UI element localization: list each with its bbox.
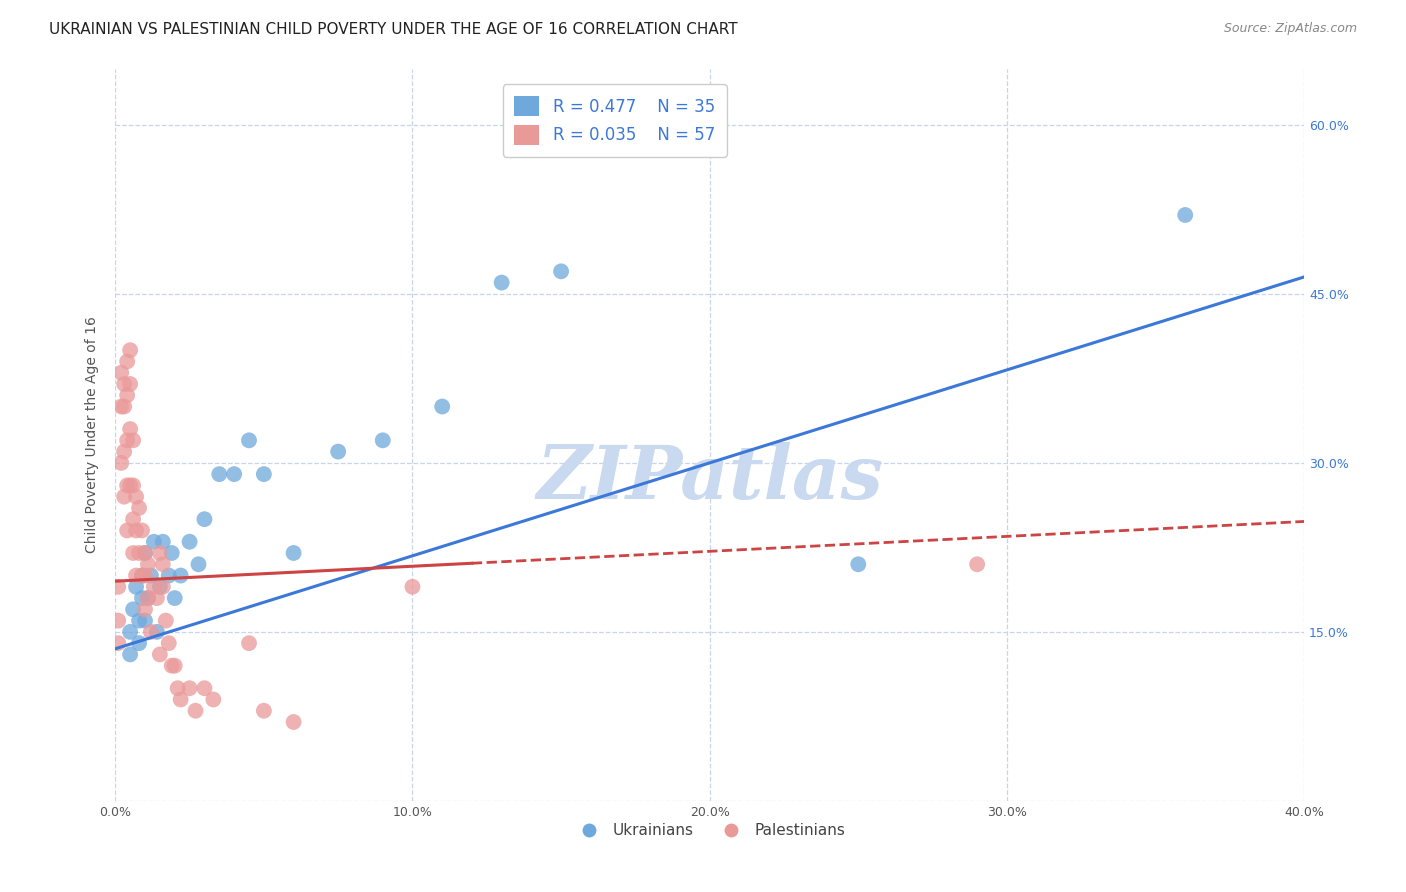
Text: ZIPatlas: ZIPatlas (536, 442, 883, 515)
Point (432, 400, 454, 414)
Point (184, 704, 207, 718)
Point (160, 658, 183, 673)
Point (139, 624, 162, 639)
Point (157, 568, 180, 582)
Point (128, 546, 150, 560)
Point (134, 568, 156, 582)
Point (128, 636, 150, 650)
Point (134, 602, 156, 616)
Point (122, 478, 145, 492)
Point (136, 591, 159, 605)
Point (115, 524, 138, 538)
Point (163, 591, 186, 605)
Point (112, 490, 135, 504)
Point (283, 714, 305, 729)
Point (125, 490, 148, 504)
Point (134, 546, 156, 560)
Point (125, 580, 148, 594)
Point (120, 624, 142, 639)
Point (371, 434, 394, 448)
Point (139, 568, 162, 582)
Point (146, 591, 169, 605)
Point (253, 467, 276, 482)
Point (169, 692, 191, 706)
Point (122, 512, 145, 526)
Point (149, 546, 172, 560)
Point (131, 591, 153, 605)
Point (136, 591, 159, 605)
Point (179, 681, 201, 696)
Point (169, 568, 191, 582)
Point (134, 614, 156, 628)
Point (202, 692, 225, 706)
Point (112, 444, 135, 458)
Point (110, 400, 132, 414)
Point (107, 636, 129, 650)
Text: Source: ZipAtlas.com: Source: ZipAtlas.com (1223, 22, 1357, 36)
Point (149, 648, 172, 662)
Point (163, 658, 186, 673)
Point (149, 580, 172, 594)
Point (115, 354, 138, 368)
Point (157, 636, 180, 650)
Point (120, 343, 142, 358)
Point (846, 558, 869, 572)
Point (131, 568, 153, 582)
Point (283, 546, 305, 560)
Point (146, 624, 169, 639)
Point (107, 614, 129, 628)
Point (125, 568, 148, 582)
Point (152, 580, 174, 594)
Y-axis label: Child Poverty Under the Age of 16: Child Poverty Under the Age of 16 (86, 317, 100, 553)
Point (115, 388, 138, 402)
Point (122, 546, 145, 560)
Point (128, 614, 150, 628)
Point (166, 681, 188, 696)
Point (328, 444, 350, 458)
Point (152, 558, 174, 572)
Point (253, 704, 276, 718)
Point (110, 366, 132, 380)
Point (112, 400, 135, 414)
Point (224, 467, 246, 482)
Point (142, 580, 165, 594)
Point (193, 681, 215, 696)
Point (120, 648, 142, 662)
Point (131, 524, 153, 538)
Point (115, 478, 138, 492)
Point (128, 500, 150, 515)
Point (179, 534, 201, 549)
Legend: Ukrainians, Palestinians: Ukrainians, Palestinians (568, 817, 852, 845)
Point (142, 534, 165, 549)
Point (122, 602, 145, 616)
Point (238, 434, 260, 448)
Text: UKRAINIAN VS PALESTINIAN CHILD POVERTY UNDER THE AGE OF 16 CORRELATION CHART: UKRAINIAN VS PALESTINIAN CHILD POVERTY U… (49, 22, 738, 37)
Point (120, 422, 142, 436)
Point (238, 636, 260, 650)
Point (401, 580, 423, 594)
Point (491, 276, 513, 290)
Point (120, 478, 142, 492)
Point (155, 614, 177, 628)
Point (120, 376, 142, 391)
Point (110, 456, 132, 470)
Point (1174, 208, 1197, 222)
Point (152, 534, 174, 549)
Point (160, 546, 183, 560)
Point (134, 546, 156, 560)
Point (966, 558, 988, 572)
Point (115, 434, 138, 448)
Point (107, 580, 129, 594)
Point (112, 376, 135, 391)
Point (131, 568, 153, 582)
Point (136, 558, 159, 572)
Point (193, 512, 215, 526)
Point (122, 434, 145, 448)
Point (187, 558, 209, 572)
Point (208, 467, 231, 482)
Point (125, 524, 148, 538)
Point (550, 264, 572, 278)
